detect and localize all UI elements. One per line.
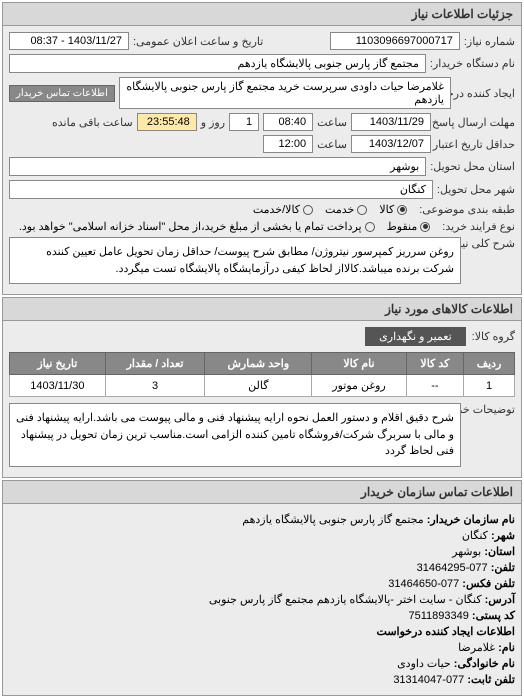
phone-label: تلفن:: [491, 562, 515, 574]
panel1-header: جزئیات اطلاعات نیاز: [3, 3, 521, 26]
panel2-header: اطلاعات کالاهای مورد نیاز: [3, 298, 521, 321]
panel3-body: نام سازمان خریدار: مجتمع گاز پارس جنوبی …: [3, 504, 521, 695]
radio-both[interactable]: کالا/خدمت: [253, 203, 313, 216]
contact-buyer-button[interactable]: اطلاعات تماس خریدار: [9, 85, 115, 102]
send-deadline-time: 08:40: [263, 113, 313, 131]
creator-label: ایجاد کننده درخواست:: [455, 87, 515, 100]
radio-icon: [420, 222, 430, 232]
creator-value: غلامرضا حیات داودی سرپرست خرید مجتمع گاز…: [119, 77, 451, 109]
price-deadline-time: 12:00: [263, 135, 313, 153]
cell-name: روغن موتور: [312, 375, 406, 397]
province-value: بوشهر: [9, 157, 426, 176]
th-qty: تعداد / مقدار: [105, 353, 205, 375]
buyer-desc-label: توضیحات خریدار:: [465, 403, 515, 416]
dev-name-label: نام دستگاه خریدار:: [430, 57, 515, 70]
city-label: شهر محل تحویل:: [437, 183, 515, 196]
items-table: ردیف کد کالا نام کالا واحد شمارش تعداد /…: [9, 352, 515, 397]
price-deadline-label: حداقل تاریخ اعتبار قیمت: تا تاریخ:: [435, 138, 515, 151]
time-label-1: ساعت: [317, 116, 347, 129]
radio-icon: [303, 205, 313, 215]
need-no-value: 1103096697000717: [330, 32, 460, 50]
send-deadline-date: 1403/11/29: [351, 113, 431, 131]
radio-partial-label: پرداخت تمام یا بخشی از مبلغ خرید،از محل …: [19, 220, 362, 233]
radio-both-label: کالا/خدمت: [253, 203, 300, 216]
city-value: کنگان: [9, 180, 433, 199]
province2-label: استان:: [484, 546, 515, 558]
radio-kala[interactable]: کالا: [379, 203, 407, 216]
org-name-value: مجتمع گاز پارس جنوبی پالایشگاه یازدهم: [242, 514, 423, 526]
radio-khadamat[interactable]: خدمت: [325, 203, 367, 216]
radio-icon: [357, 205, 367, 215]
table-header-row: ردیف کد کالا نام کالا واحد شمارش تعداد /…: [10, 353, 515, 375]
radio-kala-label: کالا: [379, 203, 394, 216]
dev-name-value: مجتمع گاز پارس جنوبی پالایشگاه یازدهم: [9, 54, 426, 73]
panel2-body: گروه کالا: تعمیر و نگهداری ردیف کد کالا …: [3, 321, 521, 477]
need-no-label: شماره نیاز:: [464, 35, 515, 48]
fax-label: تلفن فکس:: [462, 578, 515, 590]
th-unit: واحد شمارش: [205, 353, 312, 375]
radio-partial[interactable]: پرداخت تمام یا بخشی از مبلغ خرید،از محل …: [19, 220, 375, 233]
cell-code: --: [406, 375, 463, 397]
desc-label: شرح کلی نیاز:: [465, 237, 515, 250]
fname-value: غلامرضا: [458, 642, 495, 654]
province-label: استان محل تحویل:: [430, 160, 515, 173]
lname-label: نام خانوادگی:: [454, 658, 515, 670]
group-label: گروه کالا:: [472, 330, 515, 343]
th-name: نام کالا: [312, 353, 406, 375]
province2-value: بوشهر: [452, 546, 481, 558]
day-label: روز و: [201, 116, 225, 129]
radio-full[interactable]: منقوط: [387, 220, 431, 233]
buy-type-label: نوع فرایند خرید:: [442, 220, 515, 233]
contact-panel: اطلاعات تماس سازمان خریدار نام سازمان خر…: [2, 480, 522, 696]
cell-n: 1: [464, 375, 515, 397]
phone2-label: تلفن ثابت:: [467, 674, 515, 686]
remain-time: 23:55:48: [137, 113, 197, 131]
ann-date-label: تاریخ و ساعت اعلان عمومی:: [133, 35, 263, 48]
panel3-header: اطلاعات تماس سازمان خریدار: [3, 481, 521, 504]
table-row: 1 -- روغن موتور گالن 3 1403/11/30: [10, 375, 515, 397]
need-info-panel: جزئیات اطلاعات نیاز شماره نیاز: 11030966…: [2, 2, 522, 295]
cell-date: 1403/11/30: [10, 375, 106, 397]
pkg-label: طبقه بندی موضوعی:: [419, 203, 515, 216]
city2-value: کنگان: [462, 530, 488, 542]
city2-label: شهر:: [491, 530, 515, 542]
fname-label: نام:: [498, 642, 515, 654]
address-value: کنگان - سایت اختر -پالایشگاه یازدهم مجتم…: [209, 594, 482, 606]
phone-value: 077-31464295: [417, 562, 488, 574]
creator-info-subtitle: اطلاعات ایجاد کننده درخواست: [9, 625, 515, 638]
remain-label: ساعت باقی مانده: [52, 116, 133, 129]
time-label-2: ساعت: [317, 138, 347, 151]
postal-label: کد پستی:: [472, 610, 515, 622]
lname-value: حیات داودی: [397, 658, 451, 670]
buyer-desc-text: شرح دقیق اقلام و دستور العمل نحوه ارایه …: [9, 403, 461, 467]
org-name-label: نام سازمان خریدار:: [427, 514, 515, 526]
items-panel: اطلاعات کالاهای مورد نیاز گروه کالا: تعم…: [2, 297, 522, 478]
address-label: آدرس:: [485, 594, 515, 606]
radio-icon: [365, 222, 375, 232]
radio-khadamat-label: خدمت: [325, 203, 354, 216]
cell-unit: گالن: [205, 375, 312, 397]
th-date: تاریخ نیاز: [10, 353, 106, 375]
cell-qty: 3: [105, 375, 205, 397]
phone2-value: 077-31314047: [393, 674, 464, 686]
send-deadline-label: مهلت ارسال پاسخ تا تاریخ:: [435, 116, 515, 129]
price-deadline-date: 1403/12/07: [351, 135, 431, 153]
th-row: ردیف: [464, 353, 515, 375]
panel1-body: شماره نیاز: 1103096697000717 تاریخ و ساع…: [3, 26, 521, 294]
group-value: تعمیر و نگهداری: [365, 327, 466, 346]
ann-date-value: 1403/11/27 - 08:37: [9, 32, 129, 50]
radio-icon: [397, 205, 407, 215]
th-code: کد کالا: [406, 353, 463, 375]
fax-value: 077-31464650: [388, 578, 459, 590]
desc-text: روغن سرریز کمپرسور نیتروژن/ مطابق شرح پی…: [9, 237, 461, 284]
postal-value: 7511893349: [408, 610, 468, 622]
radio-full-label: منقوط: [387, 220, 418, 233]
days-value: 1: [229, 113, 259, 131]
